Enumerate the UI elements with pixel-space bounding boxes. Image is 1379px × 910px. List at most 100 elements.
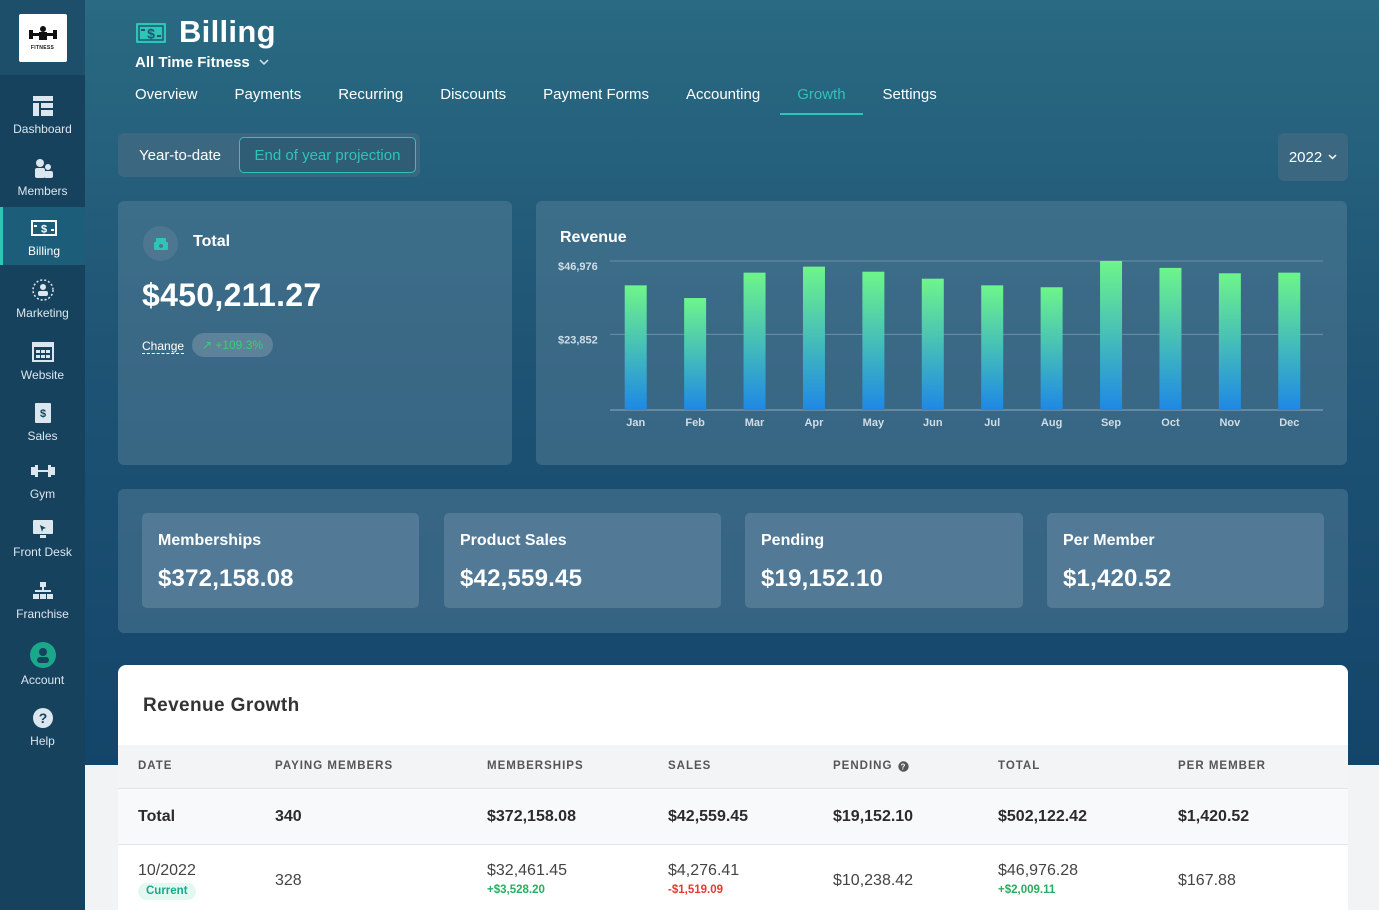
business-selector[interactable]: All Time Fitness bbox=[135, 54, 269, 71]
sidebar-item-label: Marketing bbox=[16, 306, 69, 320]
y-tick-label: $23,852 bbox=[558, 334, 598, 346]
logo[interactable]: FITNESS bbox=[18, 13, 67, 62]
cell-total: $46,976.28 bbox=[998, 862, 1079, 879]
cash-register-icon bbox=[143, 226, 178, 261]
bar-jan[interactable] bbox=[624, 285, 647, 410]
table-row[interactable]: 10/2022 Current 328 $32,461.45 +$3,528.2… bbox=[118, 845, 1348, 910]
sidebar-item-members[interactable]: Members bbox=[0, 155, 85, 198]
dumbbell-logo-icon bbox=[28, 26, 57, 40]
bar-sep[interactable] bbox=[1100, 261, 1123, 410]
bar-jun[interactable] bbox=[921, 278, 944, 410]
sidebar-item-billing[interactable]: $ Billing bbox=[0, 207, 85, 265]
stat-value: $42,559.45 bbox=[460, 565, 583, 592]
current-badge: Current bbox=[138, 883, 196, 900]
sidebar-item-help[interactable]: ? Help bbox=[0, 705, 85, 748]
sidebar-item-label: Members bbox=[17, 184, 68, 198]
cell-memberships: $32,461.45 bbox=[487, 862, 568, 879]
sidebar-item-dashboard[interactable]: Dashboard bbox=[0, 93, 85, 136]
sales-icon: $ bbox=[34, 400, 52, 426]
year-to-date-option[interactable]: Year-to-date bbox=[139, 147, 222, 164]
x-tick-label: Nov bbox=[1219, 417, 1241, 429]
tab-growth[interactable]: Growth bbox=[780, 86, 864, 115]
x-tick-label: Jun bbox=[923, 417, 943, 429]
cell-date: 10/2022 bbox=[138, 862, 196, 879]
business-name: All Time Fitness bbox=[135, 54, 250, 71]
tab-recurring[interactable]: Recurring bbox=[338, 86, 404, 103]
chart-bars bbox=[624, 261, 1301, 410]
front-desk-icon bbox=[32, 516, 54, 542]
tab-accounting[interactable]: Accounting bbox=[685, 86, 761, 103]
tab-payment-forms[interactable]: Payment Forms bbox=[543, 86, 649, 103]
end-of-year-projection-option[interactable]: End of year projection bbox=[239, 137, 416, 173]
bar-may[interactable] bbox=[862, 271, 885, 410]
year-value: 2022 bbox=[1288, 148, 1323, 166]
x-tick-label: Feb bbox=[685, 417, 705, 429]
sidebar-item-label: Gym bbox=[29, 487, 56, 501]
stat-product-sales: Product Sales $42,559.45 bbox=[444, 513, 721, 608]
account-icon bbox=[29, 640, 57, 670]
total-value: $450,211.27 bbox=[142, 277, 322, 313]
svg-text:$: $ bbox=[39, 408, 45, 420]
sidebar-item-website[interactable]: Website bbox=[0, 339, 85, 382]
tab-overview[interactable]: Overview bbox=[135, 86, 198, 103]
cell-total-delta: +$2,009.11 bbox=[998, 884, 1056, 896]
year-select[interactable]: 2022 bbox=[1278, 133, 1348, 181]
stat-label: Memberships bbox=[158, 532, 262, 549]
sidebar-item-sales[interactable]: $ Sales bbox=[0, 400, 85, 443]
tab-payments[interactable]: Payments bbox=[234, 86, 302, 103]
change-badge: ↗ +109.3% bbox=[192, 333, 273, 357]
cell-memberships-delta: +$3,528.20 bbox=[487, 884, 545, 896]
logo-area: FITNESS bbox=[0, 0, 85, 75]
sidebar-item-franchise[interactable]: Franchise bbox=[0, 578, 85, 621]
help-icon: ? bbox=[32, 705, 54, 731]
sidebar-item-front-desk[interactable]: Front Desk bbox=[0, 516, 85, 559]
cell-total: $502,122.42 bbox=[998, 808, 1087, 825]
tab-discounts[interactable]: Discounts bbox=[440, 86, 507, 103]
chevron-down-icon bbox=[1328, 154, 1337, 160]
total-card: Total $450,211.27 Change ↗ +109.3% bbox=[118, 201, 512, 465]
stat-label: Pending bbox=[761, 532, 825, 549]
bar-dec[interactable] bbox=[1278, 272, 1301, 410]
column-header-pending[interactable]: PENDING ? bbox=[833, 760, 910, 772]
sidebar-item-gym[interactable]: Gym bbox=[0, 458, 85, 501]
tab-settings[interactable]: Settings bbox=[882, 86, 937, 103]
bar-aug[interactable] bbox=[1040, 287, 1063, 410]
cell-pending: $10,238.42 bbox=[833, 872, 914, 889]
column-header-sales[interactable]: SALES bbox=[668, 760, 712, 772]
column-header-paying-members[interactable]: PAYING MEMBERS bbox=[275, 760, 394, 772]
sidebar-item-marketing[interactable]: Marketing bbox=[0, 277, 85, 320]
bar-feb[interactable] bbox=[684, 298, 707, 410]
x-tick-label: May bbox=[863, 417, 885, 429]
svg-text:$: $ bbox=[41, 224, 47, 236]
franchise-icon bbox=[32, 578, 54, 604]
column-header-memberships[interactable]: MEMBERSHIPS bbox=[487, 760, 584, 772]
bar-apr[interactable] bbox=[802, 266, 825, 410]
stat-value: $19,152.10 bbox=[761, 565, 884, 592]
revenue-title: Revenue bbox=[560, 229, 627, 246]
sidebar-item-label: Help bbox=[30, 734, 55, 748]
stat-memberships: Memberships $372,158.08 bbox=[142, 513, 419, 608]
cell-sales: $4,276.41 bbox=[668, 862, 740, 879]
sidebar-item-label: Account bbox=[20, 673, 65, 687]
stats-panel: Memberships $372,158.08 Product Sales $4… bbox=[118, 489, 1348, 633]
chevron-down-icon bbox=[259, 59, 269, 66]
bar-nov[interactable] bbox=[1218, 273, 1241, 410]
sidebar-item-account[interactable]: Account bbox=[0, 640, 85, 687]
question-circle-icon[interactable]: ? bbox=[898, 760, 910, 772]
bar-oct[interactable] bbox=[1159, 267, 1182, 410]
bar-jul[interactable] bbox=[981, 285, 1004, 410]
sidebar-item-label: Dashboard bbox=[13, 122, 72, 136]
chart-grid bbox=[610, 260, 1323, 411]
change-label[interactable]: Change bbox=[142, 339, 185, 354]
column-header-per-member[interactable]: PER MEMBER bbox=[1178, 760, 1266, 772]
revenue-card: Revenue $46,976 $23,852 Jan Feb Mar Apr May Ju… bbox=[536, 201, 1347, 465]
cell-memberships: $372,158.08 bbox=[487, 808, 576, 825]
dashboard-icon bbox=[32, 93, 54, 119]
column-header-total[interactable]: TOTAL bbox=[998, 760, 1041, 772]
x-tick-label: Apr bbox=[804, 417, 824, 429]
stat-label: Product Sales bbox=[460, 532, 567, 549]
cell-sales: $42,559.45 bbox=[668, 808, 749, 825]
bar-mar[interactable] bbox=[743, 272, 766, 410]
column-header-date[interactable]: DATE bbox=[138, 760, 173, 772]
stat-pending: Pending $19,152.10 bbox=[745, 513, 1023, 608]
